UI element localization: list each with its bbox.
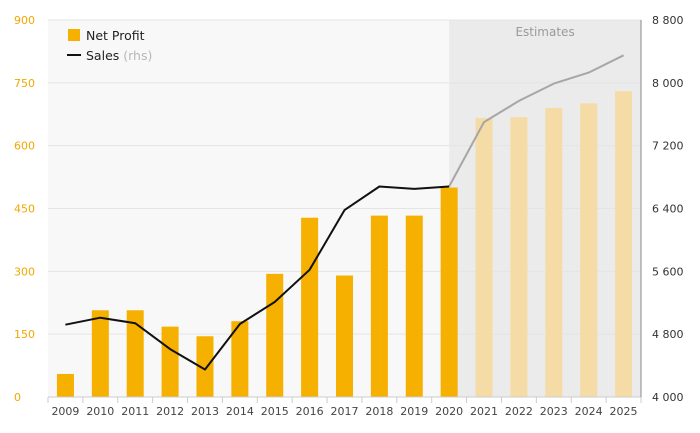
y-right-tick-label: 8 000 xyxy=(652,77,684,90)
x-tick-label: 2025 xyxy=(610,405,638,418)
sales-line-actual xyxy=(65,185,450,371)
bar-net-profit-2014 xyxy=(231,321,249,397)
x-tick-label: 2014 xyxy=(226,405,254,418)
legend-label-sales: Sales (rhs) xyxy=(86,48,152,63)
x-tick-label: 2022 xyxy=(505,405,533,418)
sales-line xyxy=(65,54,625,371)
x-tick-label: 2020 xyxy=(435,405,463,418)
y-left-tick-label: 900 xyxy=(14,14,35,27)
x-tick-label: 2010 xyxy=(86,405,114,418)
legend-label-sales-name: Sales xyxy=(86,48,119,63)
legend: Net Profit Sales (rhs) xyxy=(67,28,152,63)
x-tick-label: 2016 xyxy=(296,405,324,418)
legend-label-sales-rhs: (rhs) xyxy=(123,48,152,63)
sales-line-estimates xyxy=(448,54,625,187)
y-left-tick-label: 0 xyxy=(14,391,21,404)
bar-net-profit-2012 xyxy=(161,326,179,397)
x-tick-label: 2017 xyxy=(331,405,359,418)
y-right-tick-label: 7 200 xyxy=(652,140,684,153)
bar-net-profit-2025 xyxy=(615,91,633,397)
gridlines xyxy=(48,19,641,335)
x-tick-label: 2009 xyxy=(51,405,79,418)
x-tick-label: 2019 xyxy=(400,405,428,418)
estimates-label: Estimates xyxy=(515,25,574,39)
y-right-tick-label: 6 400 xyxy=(652,203,684,216)
y-left-tick-label: 750 xyxy=(14,77,35,90)
x-tick-label: 2023 xyxy=(540,405,568,418)
y-right-tick-label: 4 800 xyxy=(652,328,684,341)
bar-net-profit-2017 xyxy=(336,275,353,397)
bar-net-profit-2011 xyxy=(126,310,144,397)
bar-net-profit-2010 xyxy=(91,310,109,397)
x-tick-label: 2012 xyxy=(156,405,184,418)
x-tick-label: 2024 xyxy=(575,405,603,418)
bar-net-profit-2021 xyxy=(475,118,493,398)
bar-net-profit-2024 xyxy=(580,103,598,397)
y-left-tick-label: 450 xyxy=(14,203,35,216)
y-right-tick-label: 4 000 xyxy=(652,391,684,404)
legend-label-net-profit: Net Profit xyxy=(86,28,145,43)
y-right-tick-label: 8 800 xyxy=(652,14,684,27)
legend-swatch-net-profit xyxy=(68,29,80,41)
bar-net-profit-2022 xyxy=(510,117,528,397)
x-tick-label: 2013 xyxy=(191,405,219,418)
y-left-tick-label: 150 xyxy=(14,328,35,341)
bar-net-profit-2013 xyxy=(196,336,214,397)
x-tick-label: 2015 xyxy=(261,405,289,418)
bar-net-profit-2009 xyxy=(56,373,74,397)
bar-net-profit-2016 xyxy=(301,217,319,397)
y-left-tick-label: 300 xyxy=(14,265,35,278)
bar-net-profit-2019 xyxy=(405,215,423,397)
y-right-tick-label: 5 600 xyxy=(652,265,684,278)
y-left-tick-label: 600 xyxy=(14,140,35,153)
bar-net-profit-2020 xyxy=(440,187,458,397)
net-profit-bars xyxy=(56,91,633,398)
x-tick-label: 2021 xyxy=(470,405,498,418)
x-tick-label: 2011 xyxy=(121,405,149,418)
bar-net-profit-2018 xyxy=(370,215,388,397)
axes: 0 150 300 450 600 750 900 4 000 4 800 5 600 6 400 7… xyxy=(14,14,684,418)
bar-net-profit-2023 xyxy=(545,107,563,397)
x-tick-label: 2018 xyxy=(365,405,393,418)
bar-net-profit-2015 xyxy=(266,273,284,397)
